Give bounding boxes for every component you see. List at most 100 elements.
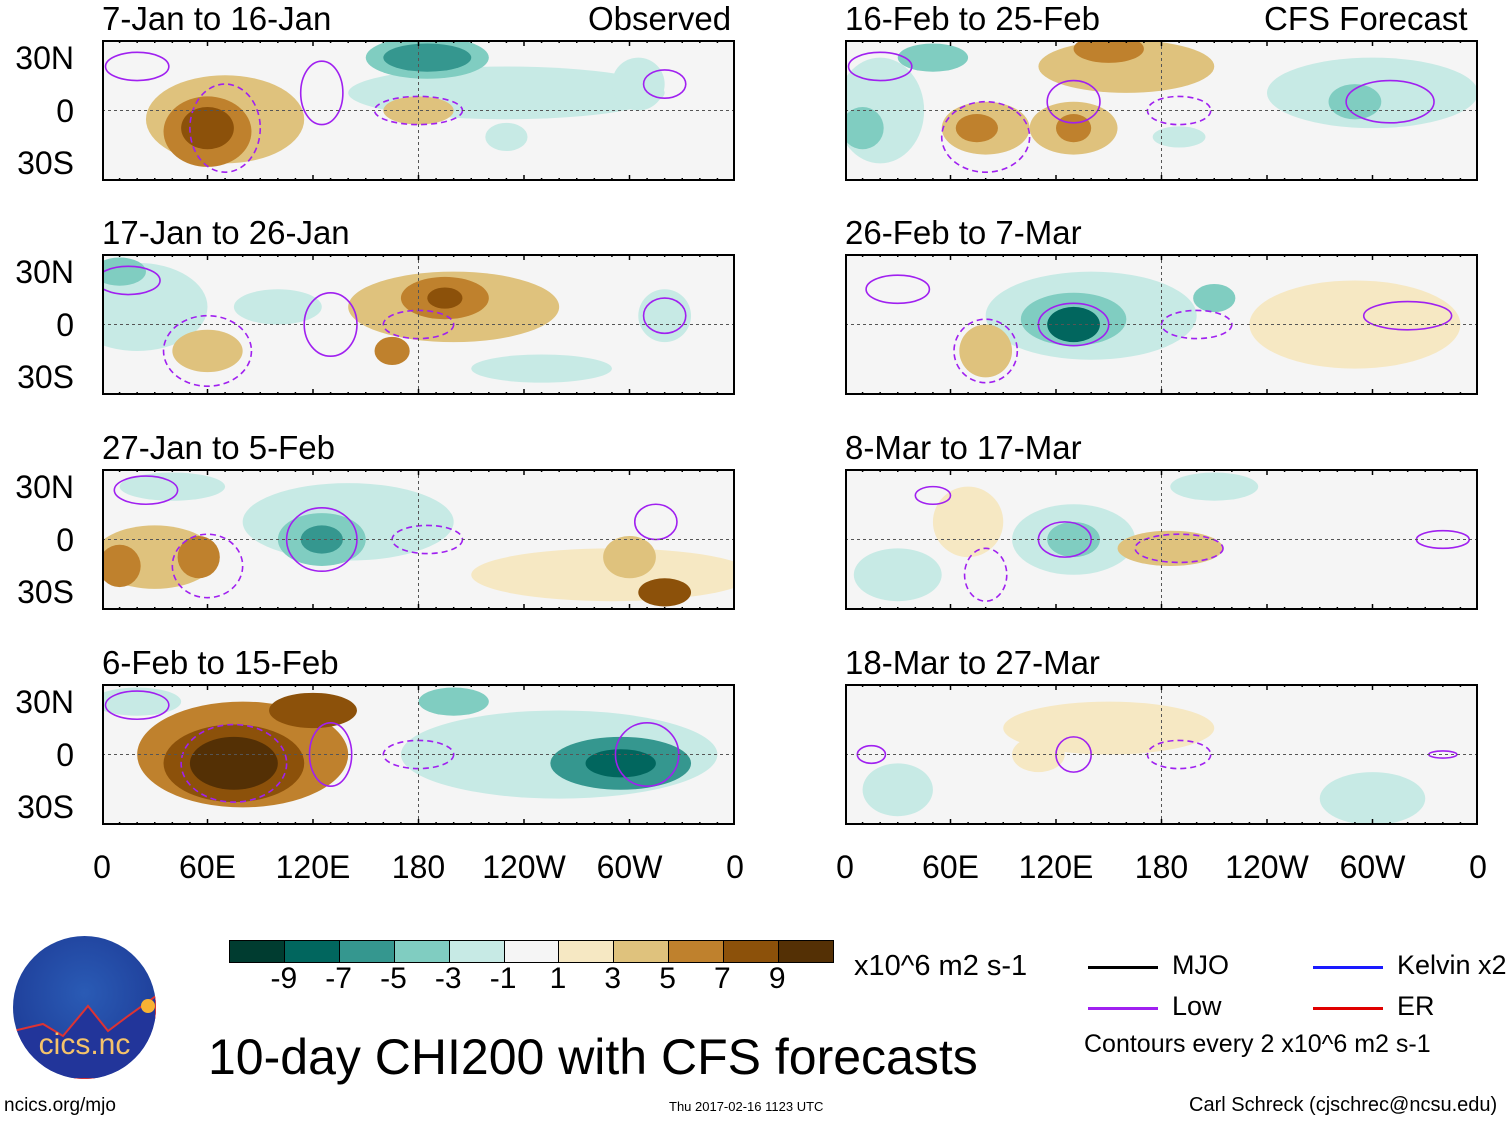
anomaly-negative (862, 763, 933, 817)
lon-label: 0 (1469, 849, 1487, 885)
anomaly-negative (102, 687, 182, 716)
anomaly-positive (638, 578, 692, 607)
lat-label: 30N (15, 39, 74, 76)
lon-label: 120E (1018, 849, 1094, 885)
colorbar-label: -1 (489, 962, 517, 995)
anomaly-negative (853, 548, 942, 602)
lat-label: 30S (17, 145, 74, 182)
colorbar-swatch (778, 941, 833, 962)
anomaly-negative (611, 57, 665, 111)
legend-label: ER (1397, 991, 1435, 1021)
anomaly-negative (585, 749, 656, 778)
lat-label: 30N (15, 468, 74, 505)
low-contour (914, 485, 952, 506)
anomaly-negative (233, 289, 322, 325)
lat-label: 0 (56, 521, 74, 558)
low-contour (189, 83, 262, 173)
panel-frame (845, 254, 1478, 395)
anomaly-negative (418, 687, 489, 716)
colorbar-label: -9 (270, 962, 298, 995)
panel-title: 8-Mar to 17-Mar (845, 429, 1082, 466)
lon-label: 180 (1134, 849, 1189, 885)
colorbar-label: 1 (549, 962, 567, 995)
anomaly-negative (300, 525, 343, 554)
logo-text: cics.nc (38, 1028, 131, 1061)
anomaly-positive (181, 106, 234, 150)
anomaly-positive (1249, 280, 1461, 369)
cics-logo: cics.nc (13, 936, 156, 1079)
low-contour (162, 314, 253, 387)
legend-line (1088, 966, 1158, 969)
lon-label: 180 (391, 849, 446, 885)
lon-label: 120W (1225, 849, 1309, 885)
low-contour (1046, 79, 1101, 124)
anomaly-negative (485, 122, 528, 152)
colorbar-swatch (668, 941, 724, 962)
panel-title: 6-Feb to 15-Feb (102, 644, 339, 681)
colorbar-label: -7 (325, 962, 352, 995)
map-panel (845, 254, 1478, 395)
anomaly-negative (638, 289, 692, 343)
panel-frame (845, 40, 1478, 181)
low-contour (940, 100, 1031, 173)
lon-label: 60W (596, 849, 663, 885)
legend-label: Low (1172, 991, 1222, 1021)
panel-frame (845, 469, 1478, 610)
anomaly-positive (427, 287, 463, 309)
colorbar-label: -5 (380, 962, 407, 995)
low-contour (865, 274, 931, 305)
colorbar-swatch (558, 941, 614, 962)
anomaly-negative (1170, 472, 1259, 501)
map-panel (845, 469, 1478, 610)
lat-label: 30S (17, 789, 74, 826)
anomaly-positive (269, 692, 357, 729)
panel-frame (102, 254, 735, 395)
map-panel (102, 684, 735, 825)
anomaly-negative (1152, 126, 1206, 148)
low-contour (104, 690, 170, 721)
lon-label: 0 (726, 849, 744, 885)
map-panel (102, 469, 735, 610)
low-contour (642, 297, 687, 335)
low-contour (847, 51, 913, 82)
colorbar-swatch (230, 941, 284, 962)
low-contour (1345, 79, 1435, 124)
lon-label: 60E (179, 849, 236, 885)
lat-label: 0 (56, 92, 74, 129)
panel-title: 26-Feb to 7-Mar (845, 214, 1082, 251)
panel-title: 27-Jan to 5-Feb (102, 429, 335, 466)
map-panel (102, 254, 735, 395)
map-panel (845, 40, 1478, 181)
site-url[interactable]: ncics.org/mjo (4, 1095, 116, 1116)
anomaly-negative (1319, 772, 1426, 825)
figure-title: 10-day CHI200 with CFS forecasts (208, 1029, 978, 1085)
anomaly-negative (119, 472, 226, 501)
colorbar-swatch (448, 941, 504, 962)
anomaly-positive (177, 535, 220, 579)
anomaly-positive (172, 329, 243, 373)
colorbar-label: 5 (659, 962, 676, 995)
colorbar-units: x10^6 m2 s-1 (854, 950, 1028, 982)
contour-note: Contours every 2 x10^6 m2 s-1 (1084, 1030, 1431, 1058)
colorbar-label: 3 (604, 962, 622, 995)
map-panel (845, 684, 1478, 825)
panel-title: 7-Jan to 16-Jan (102, 0, 332, 37)
lon-label: 120E (275, 849, 351, 885)
low-contour (308, 721, 353, 788)
colorbar-swatch (723, 941, 779, 962)
lon-label: 60W (1339, 849, 1406, 885)
panel-frame (102, 684, 735, 825)
anomaly-negative (383, 43, 472, 72)
lon-label: 120W (482, 849, 566, 885)
low-contour (642, 69, 687, 99)
lon-label: 60E (922, 849, 979, 885)
anomaly-positive (1056, 114, 1092, 143)
colorbar-swatch (503, 941, 559, 962)
anomaly-positive (1117, 530, 1224, 566)
low-contour (113, 475, 179, 506)
panel-frame (102, 469, 735, 610)
anomaly-negative (897, 43, 969, 72)
timestamp: Thu 2017-02-16 1123 UTC (669, 1099, 824, 1114)
legend-line (1313, 1007, 1383, 1010)
